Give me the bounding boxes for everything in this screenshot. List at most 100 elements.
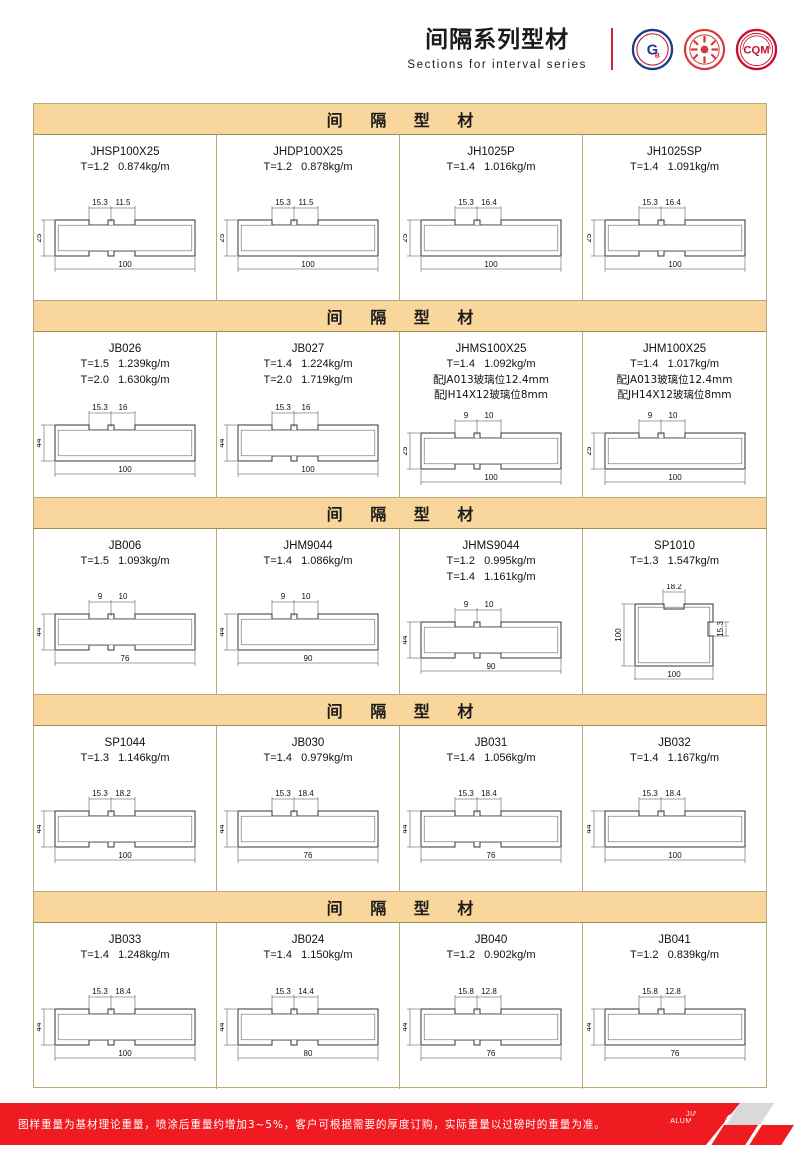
svg-text:10: 10 xyxy=(485,600,494,609)
profile-cell-jhdp100x25[interactable]: JHDP100X25 T=1.2 0.878kg/m 15.3 11.5 25 100 xyxy=(217,135,400,300)
profile-cell-jhm100x25[interactable]: JHM100X25 T=1.4 1.017kg/m 配JA013玻璃位12.4mm … xyxy=(583,332,766,497)
profile-drawing: 15.3 16.4 25 100 xyxy=(587,198,745,273)
profile-code: JB040 xyxy=(474,934,508,946)
footer-decoration-icon xyxy=(688,1103,794,1145)
profile-cell-jb030[interactable]: JB030 T=1.4 0.979kg/m 15.3 18.4 44 76 xyxy=(217,726,400,891)
profile-code: SP1010 xyxy=(654,540,695,552)
svg-text:14.4: 14.4 xyxy=(298,987,314,996)
profile-spec: T=1.4 1.086kg/m xyxy=(263,555,353,568)
profile-drawing: 15.3 16 44 100 xyxy=(220,403,379,478)
profile-code: JH1025P xyxy=(467,146,515,158)
svg-text:100: 100 xyxy=(118,260,132,269)
svg-text:15.3: 15.3 xyxy=(275,403,291,412)
svg-text:15.3: 15.3 xyxy=(458,198,474,207)
svg-text:15.3: 15.3 xyxy=(275,198,291,207)
svg-text:18.4: 18.4 xyxy=(481,789,497,798)
svg-text:CQM: CQM xyxy=(743,44,769,56)
profile-code: JB031 xyxy=(474,737,508,749)
profile-drawing-wrapper: 15.3 16 44 100 xyxy=(34,389,216,497)
section-band: 间 隔 型 材 xyxy=(34,104,766,135)
profile-spec: T=1.4 1.091kg/m xyxy=(630,161,719,174)
svg-text:18.4: 18.4 xyxy=(115,987,131,996)
profile-drawing-wrapper: 15.3 16.4 25 100 xyxy=(400,176,582,300)
profile-row: JB026 T=1.5 1.239kg/m T=2.0 1.630kg/m 15.3… xyxy=(34,332,766,498)
profile-cell-sp1010[interactable]: SP1010 T=1.3 1.547kg/m 18.2 15.3 100 100 xyxy=(583,529,766,694)
svg-text:15.3: 15.3 xyxy=(275,789,291,798)
profile-drawing-wrapper: 15.3 11.5 25 100 xyxy=(34,176,216,300)
section-band: 间 隔 型 材 xyxy=(34,892,766,923)
svg-text:25: 25 xyxy=(37,233,43,242)
svg-text:G: G xyxy=(647,42,658,58)
profile-drawing: 15.3 18.2 44 100 xyxy=(37,789,196,864)
profile-drawing-wrapper: 15.3 18.4 44 76 xyxy=(217,767,399,891)
profile-cell-jh1025sp[interactable]: JH1025SP T=1.4 1.091kg/m 15.3 16.4 25 100 xyxy=(583,135,766,300)
svg-text:18.2: 18.2 xyxy=(115,789,131,798)
svg-text:18.2: 18.2 xyxy=(666,584,682,591)
svg-text:9: 9 xyxy=(98,592,103,601)
profile-spec: T=1.4 1.017kg/m xyxy=(630,358,719,371)
footer-bar: 图样重量为基材理论重量，喷涂后重量约增加3~5%，客户可根据需要的厚度订购，实际… xyxy=(0,1103,740,1145)
profile-cell-jb027[interactable]: JB027 T=1.4 1.224kg/m T=2.0 1.719kg/m 15.3… xyxy=(217,332,400,497)
profile-cell-sp1044[interactable]: SP1044 T=1.3 1.146kg/m 15.3 18.2 44 100 xyxy=(34,726,217,891)
profile-code: JHMS9044 xyxy=(462,540,520,552)
svg-text:100: 100 xyxy=(668,260,682,269)
profile-drawing-wrapper: 9 10 25 100 xyxy=(400,403,582,499)
svg-text:15.3: 15.3 xyxy=(716,621,725,637)
section-band-label: 间 隔 型 材 xyxy=(326,111,485,130)
svg-text:44: 44 xyxy=(220,627,226,636)
profile-spec: T=1.2 0.839kg/m xyxy=(630,949,719,962)
svg-text:76: 76 xyxy=(670,1049,679,1058)
page-header: 间隔系列型材 Sections for interval series G B xyxy=(0,0,800,92)
profile-glass-note: 配JA013玻璃位12.4mm 配JH14X12玻璃位8mm xyxy=(616,374,733,402)
profile-drawing: 15.3 16 44 100 xyxy=(37,403,196,478)
profile-cell-jhm9044[interactable]: JHM9044 T=1.4 1.086kg/m 9 10 44 90 xyxy=(217,529,400,694)
svg-text:12.8: 12.8 xyxy=(481,987,497,996)
svg-text:15.3: 15.3 xyxy=(275,987,291,996)
profile-cell-jb026[interactable]: JB026 T=1.5 1.239kg/m T=2.0 1.630kg/m 15.3… xyxy=(34,332,217,497)
profile-drawing: 15.8 12.8 44 76 xyxy=(587,987,745,1061)
profile-drawing: 15.3 11.5 25 100 xyxy=(37,198,196,273)
certification-logos: G B xyxy=(631,28,778,71)
profile-cell-jh1025p[interactable]: JH1025P T=1.4 1.016kg/m 15.3 16.4 25 100 xyxy=(400,135,583,300)
profile-drawing: 15.3 14.4 44 80 xyxy=(220,987,379,1061)
profile-cell-jb041[interactable]: JB041 T=1.2 0.839kg/m 15.8 12.8 44 76 xyxy=(583,923,766,1089)
profile-cell-jhms100x25[interactable]: JHMS100X25 T=1.4 1.092kg/m 配JA013玻璃位12.4mm… xyxy=(400,332,583,497)
svg-text:16: 16 xyxy=(119,403,128,412)
profile-cell-jb032[interactable]: JB032 T=1.4 1.167kg/m 15.3 18.4 44 100 xyxy=(583,726,766,891)
profile-cell-jb006[interactable]: JB006 T=1.5 1.093kg/m 9 10 44 76 xyxy=(34,529,217,694)
profile-drawing: 15.3 18.4 44 76 xyxy=(403,789,562,864)
profile-cell-jb033[interactable]: JB033 T=1.4 1.248kg/m 15.3 18.4 44 100 xyxy=(34,923,217,1089)
profile-spec: T=1.4 1.224kg/m T=2.0 1.719kg/m xyxy=(263,358,353,387)
svg-text:15.3: 15.3 xyxy=(642,198,658,207)
profile-code: SP1044 xyxy=(104,737,146,749)
svg-text:15.8: 15.8 xyxy=(458,987,474,996)
profile-cell-jb024[interactable]: JB024 T=1.4 1.150kg/m 15.3 14.4 44 80 xyxy=(217,923,400,1089)
header-title-cn: 间隔系列型材 xyxy=(425,26,570,53)
svg-text:44: 44 xyxy=(37,824,43,833)
profile-cell-jhsp100x25[interactable]: JHSP100X25 T=1.2 0.874kg/m 15.3 11.5 25 100 xyxy=(34,135,217,300)
profile-drawing-wrapper: 15.8 12.8 44 76 xyxy=(583,964,766,1089)
svg-text:90: 90 xyxy=(487,662,496,671)
profile-drawing-wrapper: 15.3 14.4 44 80 xyxy=(217,964,399,1089)
profile-spec: T=1.4 1.016kg/m xyxy=(446,161,536,174)
svg-text:10: 10 xyxy=(485,411,494,420)
svg-text:9: 9 xyxy=(647,411,652,420)
svg-text:16: 16 xyxy=(302,403,311,412)
svg-text:100: 100 xyxy=(614,628,623,642)
svg-text:10: 10 xyxy=(302,592,311,601)
profile-spec: T=1.2 0.995kg/m T=1.4 1.161kg/m xyxy=(446,555,536,584)
profile-cell-jb040[interactable]: JB040 T=1.2 0.902kg/m 15.8 12.8 44 76 xyxy=(400,923,583,1089)
profile-drawing: 15.8 12.8 44 76 xyxy=(403,987,562,1061)
svg-text:44: 44 xyxy=(220,1022,226,1031)
svg-text:11.5: 11.5 xyxy=(299,198,315,207)
profile-spec: T=1.4 1.248kg/m xyxy=(80,949,170,962)
profile-row: JB033 T=1.4 1.248kg/m 15.3 18.4 44 100 JB024 T=… xyxy=(34,923,766,1089)
svg-text:25: 25 xyxy=(220,233,226,242)
profile-spec: T=1.4 1.150kg/m xyxy=(263,949,353,962)
profile-drawing-wrapper: 15.3 16.4 25 100 xyxy=(583,176,766,300)
svg-text:100: 100 xyxy=(668,473,682,482)
profile-cell-jhms9044[interactable]: JHMS9044 T=1.2 0.995kg/m T=1.4 1.161kg/m 9… xyxy=(400,529,583,694)
profile-code: JB026 xyxy=(108,343,142,355)
profile-cell-jb031[interactable]: JB031 T=1.4 1.056kg/m 15.3 18.4 44 76 xyxy=(400,726,583,891)
